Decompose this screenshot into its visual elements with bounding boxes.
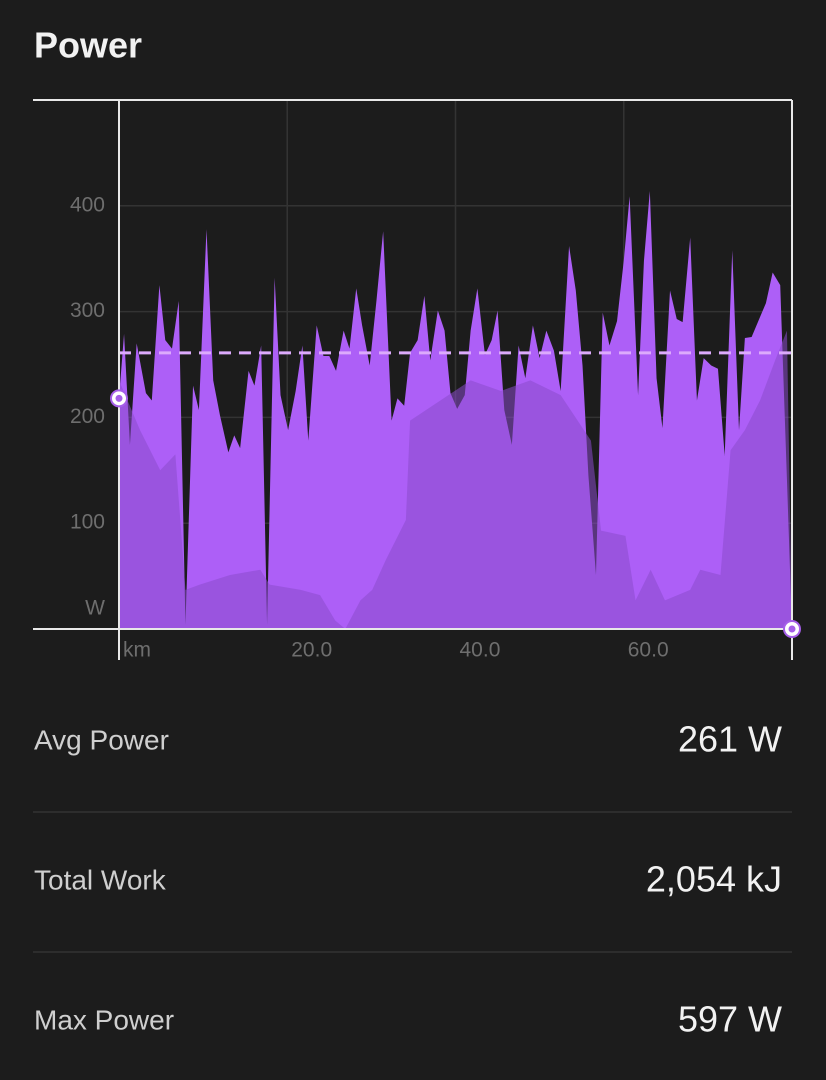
stat-label: Max Power — [34, 1004, 174, 1035]
stat-value: 261 W — [678, 719, 782, 760]
start-marker-dot — [115, 394, 123, 402]
end-marker-dot — [788, 625, 796, 633]
stat-label: Total Work — [34, 864, 167, 895]
x-tick-label: 40.0 — [460, 639, 501, 662]
y-tick-label: 200 — [70, 405, 105, 428]
x-tick-label: km — [123, 639, 151, 662]
area — [119, 330, 792, 629]
stat-value: 597 W — [678, 999, 782, 1040]
stat-label: Avg Power — [34, 724, 169, 755]
x-tick-label: 60.0 — [628, 639, 669, 662]
x-tick-label: 20.0 — [291, 639, 332, 662]
y-tick-label: 300 — [70, 299, 105, 322]
stat-value: 2,054 kJ — [646, 859, 782, 900]
y-tick-label: 100 — [70, 511, 105, 534]
y-tick-label: 400 — [70, 193, 105, 216]
y-tick-label: W — [85, 597, 105, 620]
chart: W 100 200 300 400 km 20.0 40.0 60.0 — [33, 99, 801, 662]
title: Power — [34, 25, 142, 66]
